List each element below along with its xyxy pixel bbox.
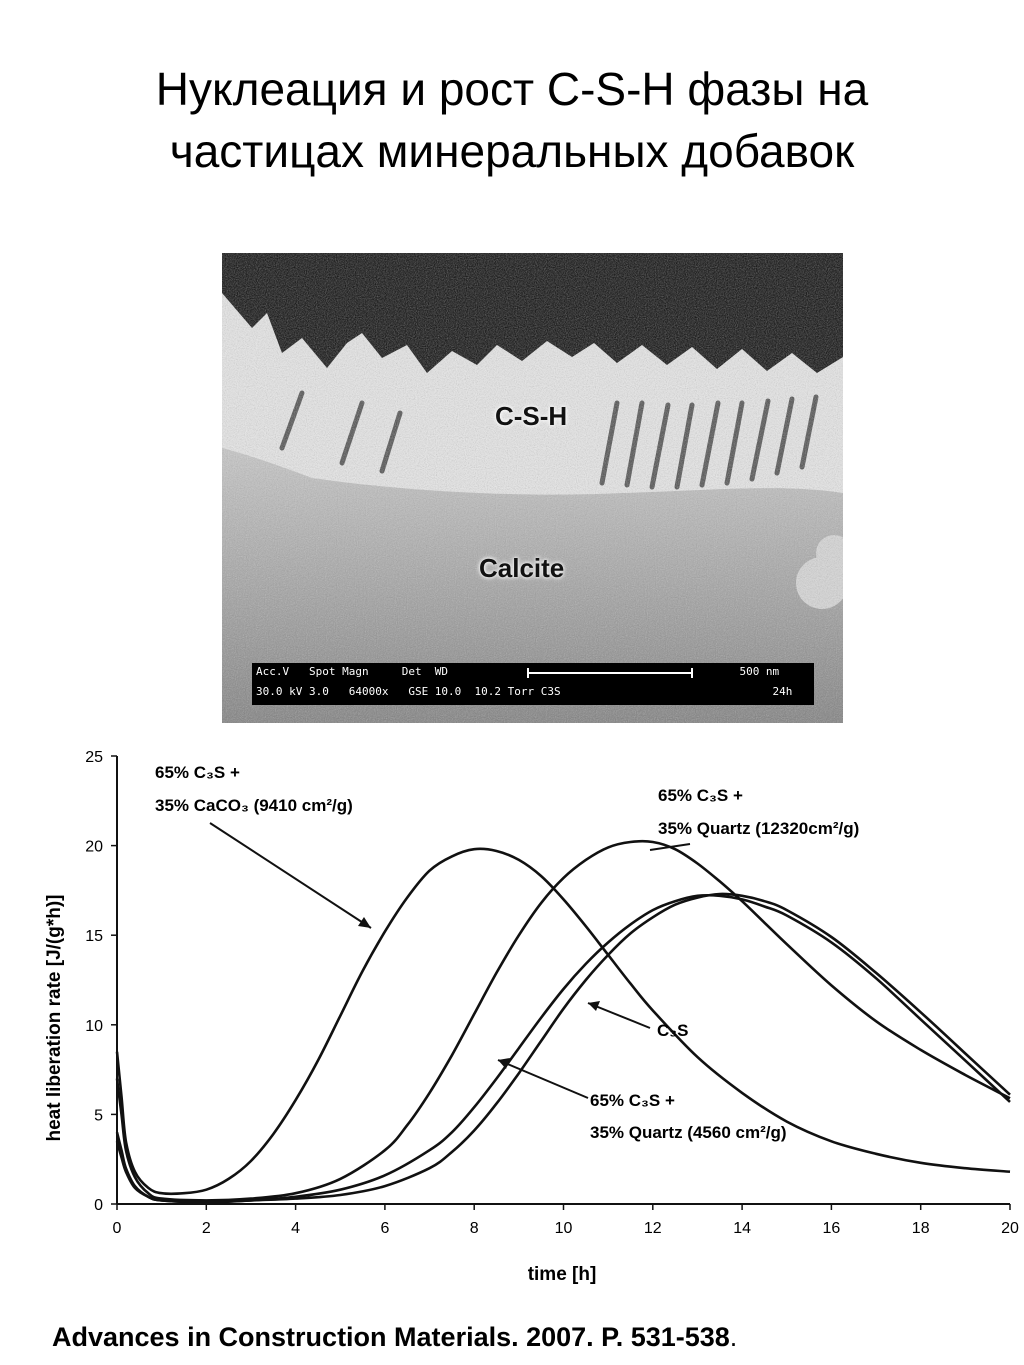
sem-data-row-2: 30.0 kV 3.0 64000x GSE 10.0 10.2 Torr C3… [256, 685, 793, 698]
arrow-c3s [587, 1002, 651, 1029]
sem-data-bar: Acc.V Spot Magn Det WD 500 nm 30.0 kV 3.… [252, 663, 814, 705]
x-tick-label-0: 0 [113, 1220, 122, 1237]
y-tick-label-3: 15 [85, 928, 103, 945]
x-axis-label: time [h] [528, 1264, 597, 1285]
arrow-quartz-coarse [497, 1059, 589, 1099]
x-tick-label-10: 20 [1001, 1220, 1019, 1237]
annotation-c3s: C₃S [657, 1021, 688, 1040]
sem-micrograph: C-S-H Calcite Acc.V Spot Magn Det WD 500… [222, 253, 843, 723]
series-line-0 [115, 847, 1011, 1196]
slide-title-line-1: Нуклеация и рост C-S-H фазы на [155, 63, 869, 115]
arrow-quartz-fine [649, 843, 691, 851]
x-tick-label-6: 12 [644, 1220, 662, 1237]
annotation-quartz-coarse-line1: 65% C₃S + [590, 1091, 675, 1110]
sem-data-row-1: Acc.V Spot Magn Det WD 500 nm [256, 665, 780, 678]
x-tick-label-3: 6 [380, 1220, 389, 1237]
heat-liberation-chart: 0 2 4 6 8 10 12 14 16 18 20 0 5 10 15 20 25 65% C₃S + 35… [0, 738, 1024, 1298]
annotation-quartz-fine-line2: 35% Quartz (12320cm²/g) [658, 819, 859, 838]
calcite-label: Calcite [479, 553, 565, 583]
y-tick-label-5: 25 [85, 749, 103, 766]
series-line-1 [115, 839, 1011, 1202]
arrowhead-c3s [588, 1001, 600, 1011]
y-tick-label-1: 5 [94, 1107, 103, 1124]
annotation-caco3-line1: 65% C₃S + [155, 763, 240, 782]
annotation-caco3-line2: 35% CaCO₃ (9410 cm²/g) [155, 796, 353, 815]
x-tick-label-4: 8 [470, 1220, 479, 1237]
slide-title-line-2: частицах минеральных добавок [169, 125, 855, 177]
scale-bar [527, 668, 693, 678]
series-line-2 [115, 893, 1011, 1204]
source-citation: Advances in Construction Materials. 2007… [52, 1322, 737, 1353]
citation-text: Advances in Construction Materials. 2007… [52, 1322, 730, 1352]
x-tick-label-5: 10 [555, 1220, 573, 1237]
annotation-quartz-fine-line1: 65% C₃S + [658, 786, 743, 805]
chart-annotation-layer: 65% C₃S + 35% CaCO₃ (9410 cm²/g) 65% C₃S… [155, 763, 859, 1142]
y-axis-label: heat liberation rate [J/(g*h)] [44, 894, 65, 1141]
micrograph-texture [222, 253, 843, 723]
citation-period: . [729, 1322, 738, 1352]
csh-label: C-S-H [495, 401, 568, 431]
y-tick-label-0: 0 [94, 1197, 103, 1214]
arrowhead-quartz-coarse [498, 1058, 510, 1069]
x-tick-label-9: 18 [912, 1220, 930, 1237]
series-line-3 [115, 892, 1011, 1204]
chart-svg: 0 2 4 6 8 10 12 14 16 18 20 0 5 10 15 20 25 65% C₃S + 35… [44, 749, 1019, 1285]
y-tick-label-4: 20 [85, 839, 103, 856]
x-tick-label-8: 16 [823, 1220, 841, 1237]
arrow-caco3 [209, 822, 372, 929]
x-tick-label-7: 14 [733, 1220, 751, 1237]
chart-axes: 0 2 4 6 8 10 12 14 16 18 20 0 5 10 15 20 25 [85, 749, 1019, 1237]
y-tick-label-2: 10 [85, 1018, 103, 1035]
x-tick-label-2: 4 [291, 1220, 300, 1237]
x-tick-label-1: 2 [202, 1220, 211, 1237]
slide-title: Нуклеация и рост C-S-H фазы на частицах … [0, 58, 1024, 182]
chart-series-layer [115, 839, 1011, 1204]
annotation-quartz-coarse-line2: 35% Quartz (4560 cm²/g) [590, 1123, 787, 1142]
arrowhead-caco3 [358, 917, 371, 928]
